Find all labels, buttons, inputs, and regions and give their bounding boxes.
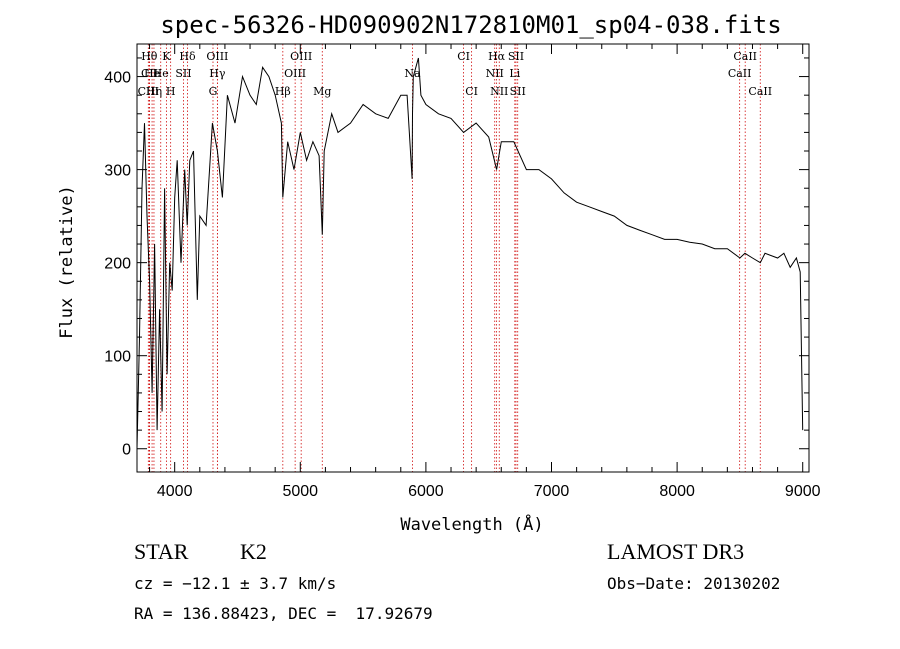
spectral-line-label: H <box>166 85 176 98</box>
x-tick-label: 7000 <box>534 483 570 500</box>
y-tick-label: 400 <box>104 70 131 87</box>
x-tick-label: 8000 <box>659 483 695 500</box>
x-tick-label: 4000 <box>157 483 193 500</box>
spectral-line-label: SII <box>508 50 524 63</box>
object-class: STAR <box>134 539 189 564</box>
spectral-line-label: OIII <box>206 50 228 63</box>
plot-frame <box>136 43 810 473</box>
spectral-line-label: He <box>153 67 169 80</box>
observation-date: Obs−Date: 20130202 <box>607 574 781 593</box>
spectral-line-label: CaII <box>728 67 752 80</box>
object-subclass: K2 <box>240 539 267 564</box>
spectral-line-label: CI <box>465 85 478 98</box>
spectrum-series <box>136 57 804 449</box>
spectral-line-label: Li <box>509 67 520 80</box>
spectral-line-label: SII <box>175 67 191 80</box>
y-axis-label: Flux (relative) <box>57 185 77 339</box>
spectral-line-label: OIII <box>290 50 312 63</box>
x-axis-label: Wavelength (Å) <box>400 513 543 535</box>
spectral-line-label: Hβ <box>275 85 291 98</box>
coordinates: RA = 136.88423, DEC = 17.92679 <box>134 604 433 623</box>
spectral-line-label: CIII <box>138 85 159 98</box>
axis-ticks: 4000 5000 6000 7000 8000 9000 0 100 200 300 400 <box>104 44 821 500</box>
spectral-line-label: Hγ <box>209 67 226 80</box>
spectral-line-label: CaII <box>748 85 772 98</box>
y-tick-label: 100 <box>104 349 131 366</box>
spectral-line-label: SII <box>510 85 526 98</box>
spectral-line-label: CaII <box>733 50 757 63</box>
x-tick-label: 6000 <box>408 483 444 500</box>
spectral-line-markers <box>147 44 761 472</box>
redshift-cz: cz = −12.1 ± 3.7 km/s <box>134 574 337 593</box>
spectral-line-label: G <box>209 85 218 98</box>
spectral-line-label: Hθ <box>141 50 158 63</box>
spectral-line-label: Na <box>404 67 421 80</box>
x-tick-label: 5000 <box>282 483 318 500</box>
spectral-line-label: NII <box>486 67 504 80</box>
survey-name: LAMOST DR3 <box>607 539 745 564</box>
x-tick-label: 9000 <box>785 483 821 500</box>
spectral-line-label: OIII <box>284 67 306 80</box>
spectral-line-label: CI <box>457 50 470 63</box>
spectral-line-label: Mg <box>313 85 331 98</box>
spectral-line-label: He <box>144 67 160 80</box>
chart-title: spec-56326-HD090902N172810M01_sp04-038.f… <box>160 11 781 39</box>
spectral-line-label: Hδ <box>179 50 196 63</box>
spectral-line-label: K <box>162 50 171 63</box>
spectral-line-label: Hα <box>488 50 506 63</box>
y-tick-label: 0 <box>122 442 131 459</box>
spectral-line-label: Hη <box>146 85 162 98</box>
y-tick-label: 200 <box>104 256 131 273</box>
spectral-line-label: NII <box>490 85 508 98</box>
y-tick-label: 300 <box>104 163 131 180</box>
